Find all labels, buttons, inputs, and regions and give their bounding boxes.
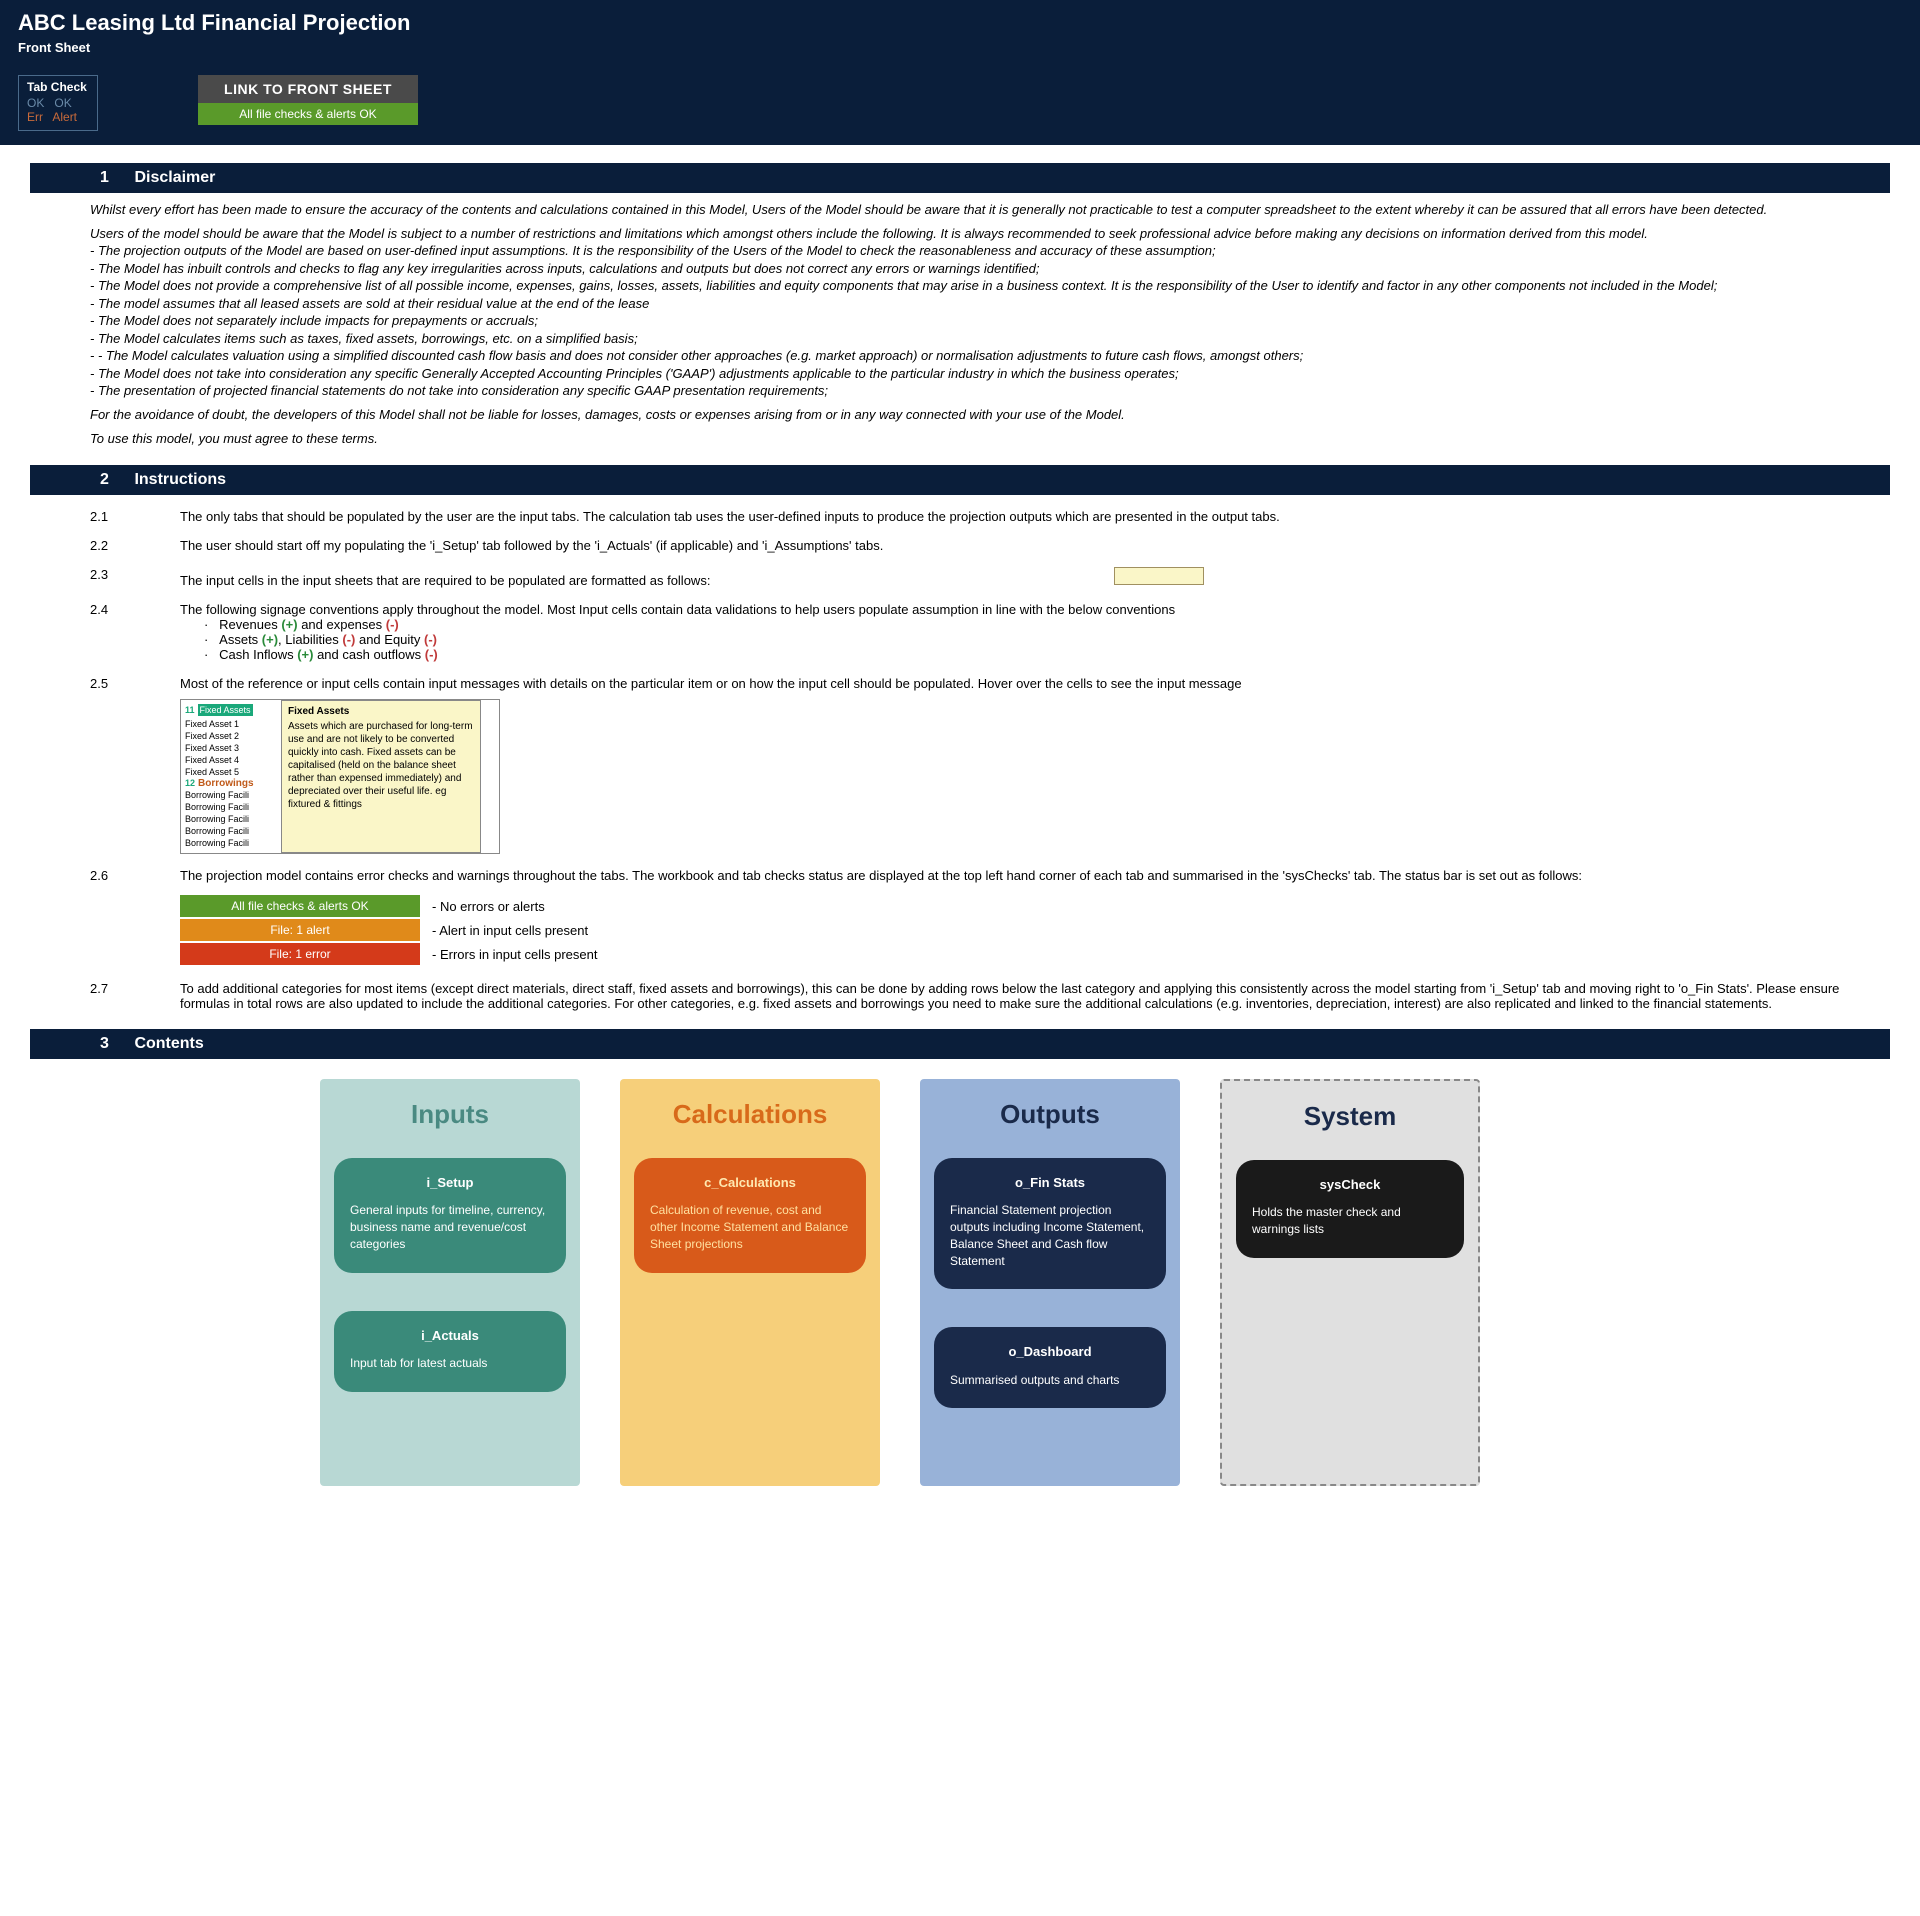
tooltip-left-col: 11Fixed Assets Fixed Asset 1 Fixed Asset…: [181, 700, 281, 853]
col-system: System sysCheck Holds the master check a…: [1220, 1079, 1480, 1486]
disclaimer-text: Whilst every effort has been made to ens…: [90, 201, 1860, 447]
tab-check-title: Tab Check: [27, 80, 89, 94]
instr-2-5: 2.5 Most of the reference or input cells…: [90, 676, 1860, 854]
col-system-title: System: [1236, 1101, 1464, 1132]
col-outputs-title: Outputs: [934, 1099, 1166, 1130]
instr-2-7: 2.7 To add additional categories for mos…: [90, 981, 1860, 1011]
input-cell-swatch: [1114, 567, 1204, 585]
tab-check-row-ok: OK OK: [27, 96, 89, 110]
tooltip-demo: 11Fixed Assets Fixed Asset 1 Fixed Asset…: [180, 699, 500, 854]
link-box: LINK TO FRONT SHEET All file checks & al…: [198, 75, 418, 125]
instr-2-6: 2.6 The projection model contains error …: [90, 868, 1860, 967]
card-o-dashboard[interactable]: o_Dashboard Summarised outputs and chart…: [934, 1327, 1166, 1408]
tab-check-box: Tab Check OK OK Err Alert: [18, 75, 98, 131]
instr-2-4: 2.4 The following signage conventions ap…: [90, 602, 1860, 662]
tab-check-row-err: Err Alert: [27, 110, 89, 124]
section-bar-instructions: 2 Instructions: [30, 465, 1890, 495]
sign-line-assets: · Assets (+), Liabilities (-) and Equity…: [204, 632, 1860, 647]
tooltip-popup: Fixed Assets Assets which are purchased …: [281, 700, 481, 853]
instr-2-3: 2.3 The input cells in the input sheets …: [90, 567, 1860, 588]
section-bar-contents: 3 Contents: [30, 1029, 1890, 1059]
card-i-actuals[interactable]: i_Actuals Input tab for latest actuals: [334, 1311, 566, 1392]
page-subtitle: Front Sheet: [18, 40, 1902, 55]
card-o-fin-stats[interactable]: o_Fin Stats Financial Statement projecti…: [934, 1158, 1166, 1289]
instr-2-2: 2.2 The user should start off my populat…: [90, 538, 1860, 553]
status-bar-ok: All file checks & alerts OK: [198, 103, 418, 125]
instr-2-1: 2.1 The only tabs that should be populat…: [90, 509, 1860, 524]
contents-columns: Inputs i_Setup General inputs for timeli…: [320, 1079, 1920, 1486]
status-row-alert: File: 1 alert - Alert in input cells pre…: [180, 919, 1860, 941]
col-inputs: Inputs i_Setup General inputs for timeli…: [320, 1079, 580, 1486]
page-title: ABC Leasing Ltd Financial Projection: [18, 10, 1902, 36]
col-calculations: Calculations c_Calculations Calculation …: [620, 1079, 880, 1486]
card-syscheck[interactable]: sysCheck Holds the master check and warn…: [1236, 1160, 1464, 1258]
header-bar: ABC Leasing Ltd Financial Projection Fro…: [0, 0, 1920, 145]
instructions-block: 2.1 The only tabs that should be populat…: [90, 509, 1860, 1011]
sign-line-cash: · Cash Inflows (+) and cash outflows (-): [204, 647, 1860, 662]
col-inputs-title: Inputs: [334, 1099, 566, 1130]
card-i-setup[interactable]: i_Setup General inputs for timeline, cur…: [334, 1158, 566, 1273]
col-outputs: Outputs o_Fin Stats Financial Statement …: [920, 1079, 1180, 1486]
col-calc-title: Calculations: [634, 1099, 866, 1130]
sign-line-revenues: · Revenues (+) and expenses (-): [204, 617, 1860, 632]
status-row-error: File: 1 error - Errors in input cells pr…: [180, 943, 1860, 965]
card-c-calculations[interactable]: c_Calculations Calculation of revenue, c…: [634, 1158, 866, 1273]
section-bar-disclaimer: 1 Disclaimer: [30, 163, 1890, 193]
link-front-sheet-button[interactable]: LINK TO FRONT SHEET: [198, 75, 418, 103]
status-row-ok: All file checks & alerts OK - No errors …: [180, 895, 1860, 917]
